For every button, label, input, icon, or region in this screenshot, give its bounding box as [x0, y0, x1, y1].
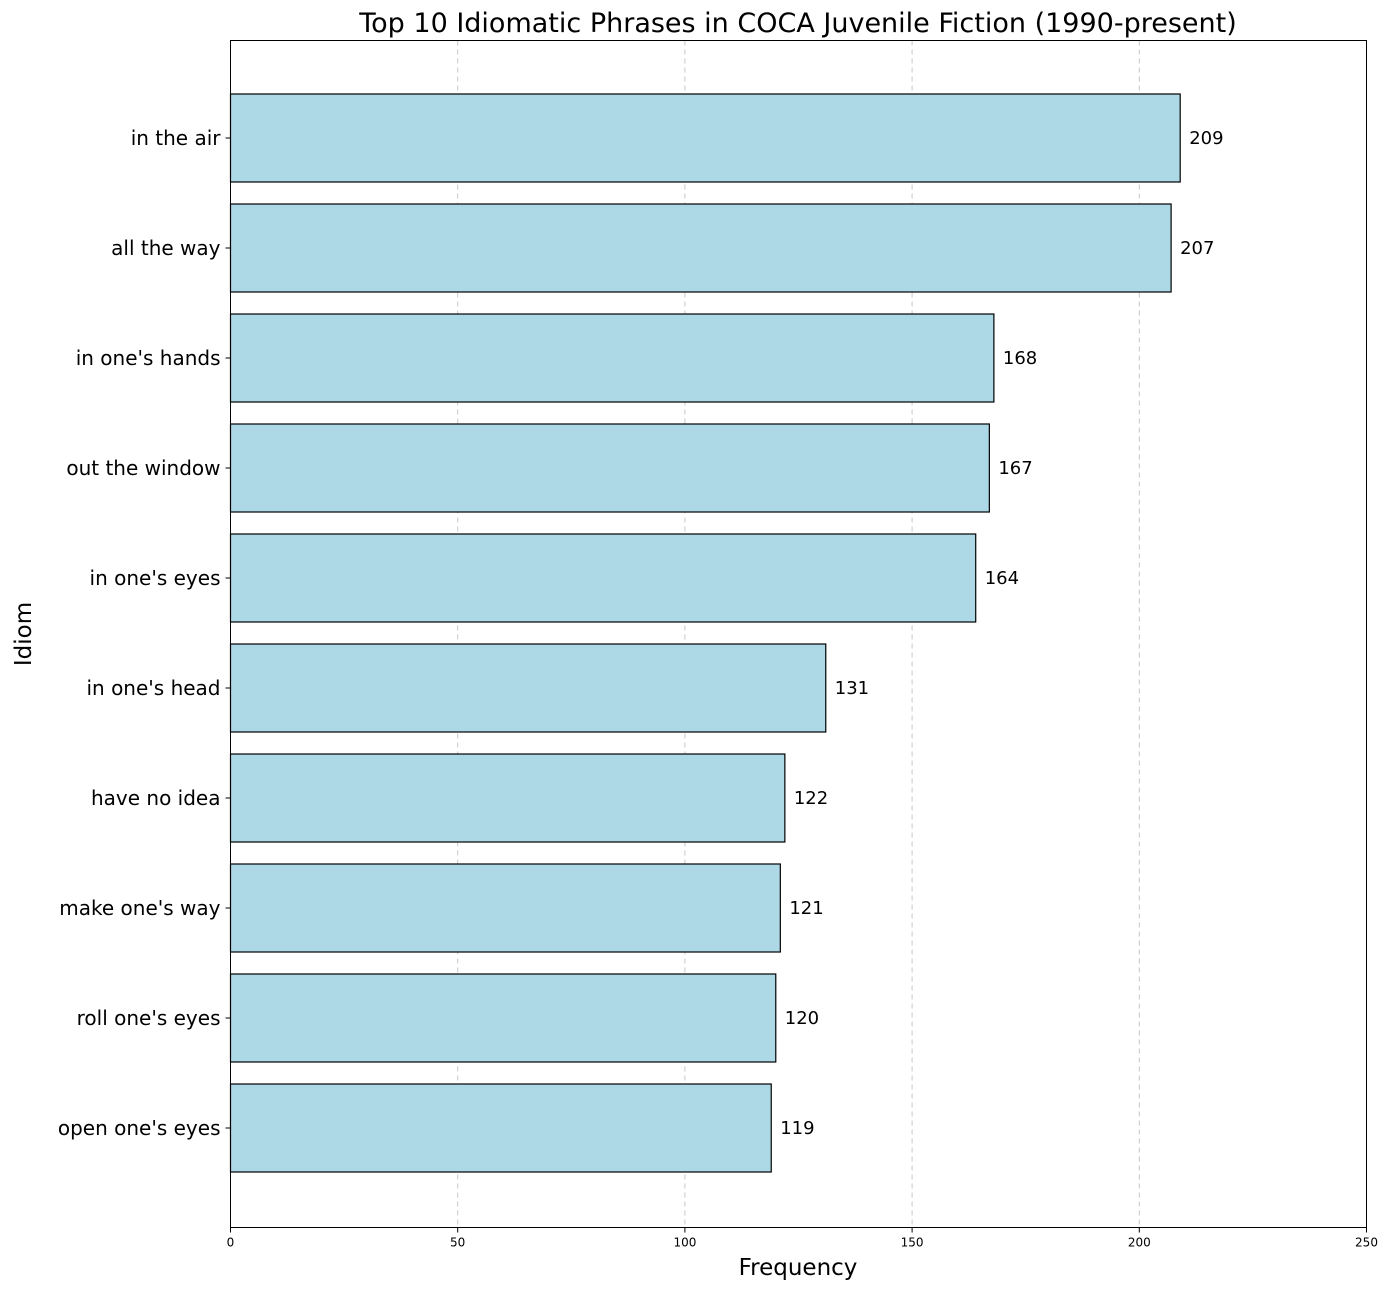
y-tick-label: roll one's eyes: [77, 1006, 221, 1030]
bar: [229, 863, 781, 953]
y-tick-label: all the way: [111, 236, 221, 260]
y-axis-label: Idiom: [11, 602, 37, 666]
y-tick-label: make one's way: [59, 896, 220, 920]
x-tick-label: 150: [901, 1236, 924, 1250]
bars: [229, 93, 1181, 1173]
x-tick-label: 100: [673, 1236, 696, 1250]
x-tick-label: 200: [1128, 1236, 1151, 1250]
y-tick-label: in the air: [131, 126, 222, 150]
plot-frame: [230, 40, 1367, 1228]
y-tick-label: open one's eyes: [58, 1116, 221, 1140]
y-axis-ticks: in the air all the way in one's hands out t…: [58, 126, 231, 1140]
bar-value-label: 164: [985, 568, 1019, 589]
x-tick-label: 0: [227, 1236, 235, 1250]
bar: [229, 1083, 772, 1173]
bar-value-label: 167: [998, 458, 1032, 479]
bar-value-label: 209: [1189, 128, 1223, 149]
y-tick-label: in one's head: [86, 676, 220, 700]
x-axis-label: Frequency: [739, 1255, 858, 1281]
chart-title: Top 10 Idiomatic Phrases in COCA Juvenil…: [358, 8, 1237, 39]
bar: [229, 93, 1181, 183]
bar: [229, 973, 777, 1063]
value-labels: 209 207 168 167 164 131 122 121 120 119: [780, 128, 1223, 1139]
y-tick-label: in one's eyes: [90, 566, 221, 590]
x-axis-ticks: 0 50 100 150 200 250: [227, 1227, 1378, 1250]
y-tick-label: in one's hands: [76, 346, 221, 370]
x-tick-label: 250: [1355, 1236, 1378, 1250]
bar-value-label: 121: [789, 898, 823, 919]
bar: [229, 643, 827, 733]
bar-value-label: 120: [785, 1008, 819, 1029]
y-tick-label: out the window: [66, 456, 220, 480]
x-tick-label: 50: [450, 1236, 465, 1250]
bar: [229, 313, 995, 403]
bar-value-label: 119: [780, 1118, 814, 1139]
bar: [229, 423, 990, 513]
bar-value-label: 207: [1180, 238, 1214, 259]
y-tick-label: have no idea: [91, 786, 221, 810]
bar-value-label: 122: [794, 788, 828, 809]
bar-value-label: 131: [835, 678, 869, 699]
bar: [229, 533, 977, 623]
bar: [229, 753, 786, 843]
bar-value-label: 168: [1003, 348, 1037, 369]
bar: [229, 203, 1172, 293]
